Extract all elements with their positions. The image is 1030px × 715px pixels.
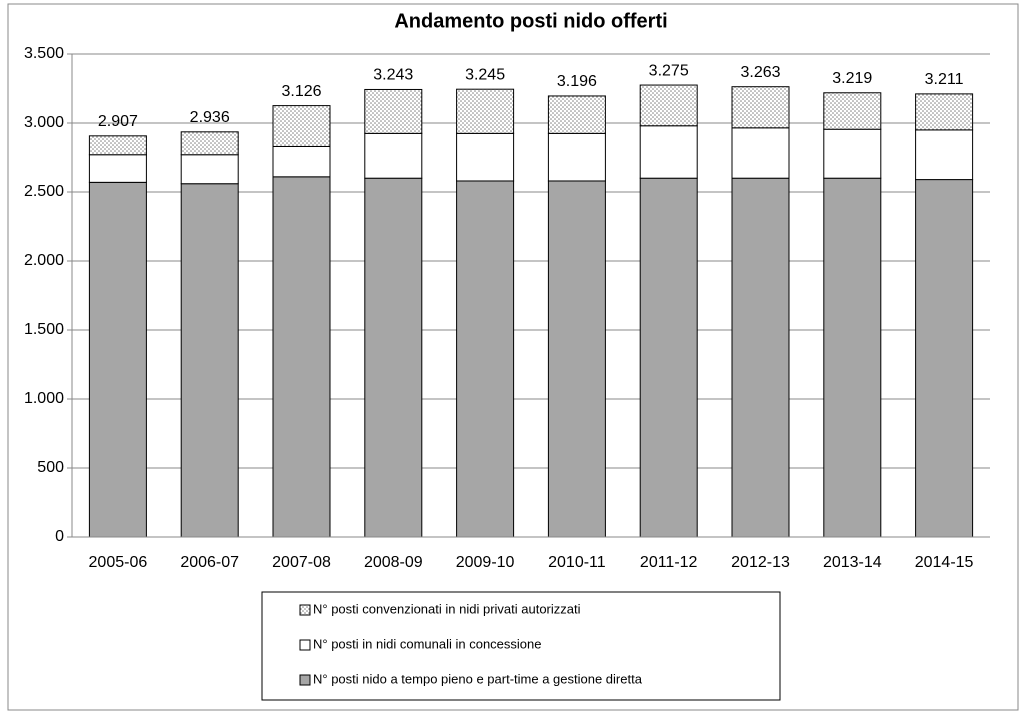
bar-segment [88,154,147,183]
bar-segment [272,105,331,147]
y-tick-label: 2.000 [24,252,64,269]
bar-segment [639,125,698,179]
bar-segment [180,131,239,156]
bar-segment [364,88,423,134]
bar-segment [639,177,698,538]
total-label: 3.211 [925,71,964,88]
x-tick-label: 2009-10 [456,554,515,571]
bar-segment [731,127,790,179]
x-tick-label: 2010-11 [548,554,606,571]
legend-label: N° posti nido a tempo pieno e part-time … [313,671,643,686]
bar-segment [731,86,790,129]
bar-segment [88,135,147,156]
bar-segment [823,128,882,179]
legend-label: N° posti convenzionati in nidi privati a… [313,601,581,616]
bar-segment [823,92,882,130]
legend-swatch [299,604,311,616]
x-tick-label: 2011-12 [640,554,698,571]
bar-segment [272,176,331,538]
y-tick-label: 1.000 [24,390,64,407]
bar-segment [272,145,331,178]
y-tick-label: 2.500 [24,183,64,200]
bar-segment [456,88,515,134]
bar-segment [915,93,974,131]
bar-segment [731,177,790,538]
bar-segment [364,177,423,538]
bar-segment [180,154,239,185]
y-tick-label: 500 [37,459,64,476]
bar-segment [456,132,515,182]
bar-segment [823,177,882,538]
bar-segment [456,180,515,538]
x-tick-label: 2007-08 [272,554,331,571]
total-label: 3.263 [740,64,780,81]
bar-segment [364,132,423,179]
x-tick-label: 2006-07 [180,554,239,571]
bar-segment [547,95,606,134]
total-label: 2.936 [190,109,230,126]
chart-title: Andamento posti nido offerti [394,10,667,32]
y-tick-label: 0 [55,528,64,545]
total-label: 3.243 [373,67,413,84]
x-tick-label: 2014-15 [915,554,974,571]
bar-segment [915,129,974,181]
bar-segment [639,84,698,127]
legend-swatch [299,639,311,651]
total-label: 3.126 [281,83,321,100]
total-label: 3.245 [465,66,505,83]
bar-segment [547,180,606,538]
total-label: 3.275 [649,62,689,79]
total-label: 3.196 [557,73,597,90]
bar-segment [180,183,239,538]
bar-segment [547,132,606,182]
y-tick-label: 3.000 [24,114,64,131]
y-tick-label: 3.500 [24,45,64,62]
total-label: 3.219 [832,70,872,87]
legend-swatch [299,674,311,686]
x-tick-label: 2005-06 [89,554,148,571]
bar-segment [915,179,974,538]
y-tick-label: 1.500 [24,321,64,338]
total-label: 2.907 [98,113,138,130]
legend-label: N° posti in nidi comunali in concessione [313,636,541,651]
x-tick-label: 2012-13 [731,554,790,571]
x-tick-label: 2008-09 [364,554,423,571]
legend-box [261,591,781,701]
bar-segment [88,181,147,538]
x-tick-label: 2013-14 [823,554,882,571]
